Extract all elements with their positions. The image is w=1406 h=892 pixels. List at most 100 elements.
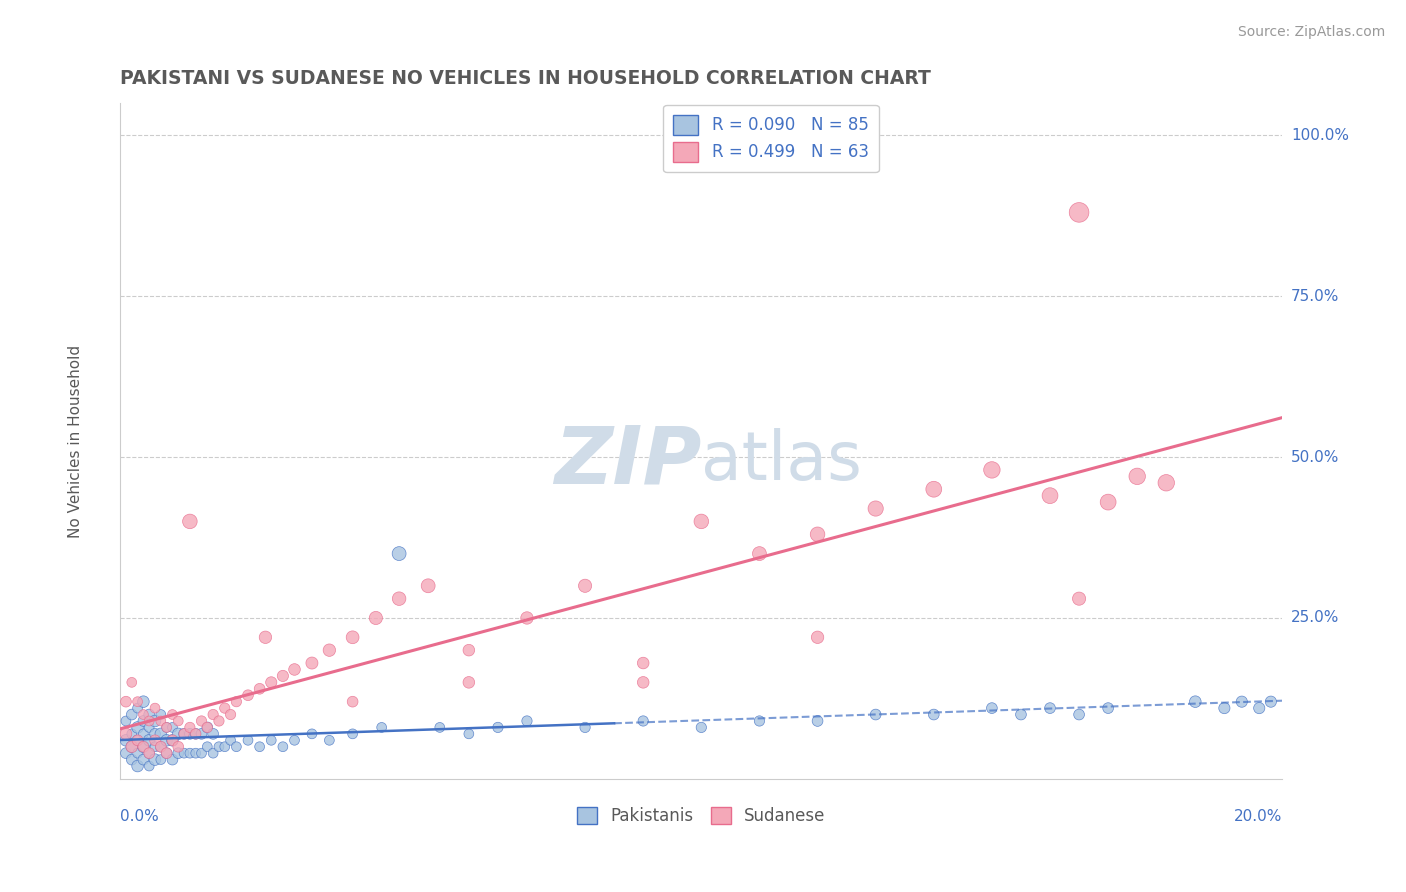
Point [184,727,207,741]
Point [225,695,247,709]
Point [190,746,212,760]
Point [342,695,364,709]
Point [149,739,172,754]
Point [1097,701,1119,715]
Point [132,753,155,767]
Point [132,707,155,722]
Point [1230,695,1253,709]
Point [1067,205,1090,219]
Legend: Pakistanis, Sudanese: Pakistanis, Sudanese [571,800,832,831]
Point [179,720,201,734]
Point [1154,475,1177,490]
Point [149,727,172,741]
Point [318,643,340,657]
Point [574,720,596,734]
Point [1039,489,1062,503]
Point [184,727,207,741]
Text: Source: ZipAtlas.com: Source: ZipAtlas.com [1237,25,1385,39]
Point [167,727,190,741]
Point [127,746,149,760]
Point [748,714,770,728]
Point [127,720,149,734]
Text: 20.0%: 20.0% [1234,809,1282,824]
Point [190,714,212,728]
Point [922,482,945,496]
Point [143,733,166,747]
Text: 50.0%: 50.0% [1291,450,1339,465]
Point [143,701,166,715]
Point [271,739,294,754]
Point [301,727,323,741]
Point [208,739,231,754]
Point [865,501,887,516]
Point [138,733,160,747]
Point [202,727,225,741]
Point [115,695,138,709]
Point [225,739,247,754]
Point [806,527,828,541]
Text: ZIP: ZIP [554,422,702,500]
Point [1249,701,1271,715]
Point [806,630,828,644]
Point [179,746,201,760]
Point [195,720,218,734]
Point [138,746,160,760]
Point [167,746,190,760]
Point [132,714,155,728]
Text: atlas: atlas [702,428,862,494]
Point [219,733,242,747]
Point [922,707,945,722]
Point [690,720,713,734]
Point [173,746,195,760]
Point [115,733,138,747]
Point [127,733,149,747]
Point [127,733,149,747]
Point [418,579,440,593]
Point [748,547,770,561]
Point [1039,701,1062,715]
Point [138,714,160,728]
Point [301,656,323,670]
Point [457,727,479,741]
Point [1184,695,1206,709]
Point [173,727,195,741]
Point [132,727,155,741]
Point [173,727,195,741]
Point [260,675,283,690]
Point [486,720,509,734]
Point [132,695,155,709]
Point [690,515,713,529]
Point [236,688,259,702]
Point [156,720,179,734]
Point [364,611,387,625]
Text: 100.0%: 100.0% [1291,128,1348,143]
Point [143,739,166,754]
Point [516,611,538,625]
Point [115,714,138,728]
Point [1067,591,1090,606]
Point [342,727,364,741]
Point [115,727,138,741]
Point [143,714,166,728]
Point [156,746,179,760]
Point [184,746,207,760]
Point [271,669,294,683]
Point [162,720,184,734]
Point [138,720,160,734]
Point [149,707,172,722]
Point [631,714,654,728]
Point [132,739,155,754]
Point [121,707,143,722]
Point [260,733,283,747]
Point [283,733,305,747]
Point [254,630,277,644]
Point [190,727,212,741]
Text: 75.0%: 75.0% [1291,289,1339,303]
Point [249,739,271,754]
Point [195,720,218,734]
Point [429,720,451,734]
Point [143,753,166,767]
Point [127,695,149,709]
Point [631,656,654,670]
Point [1010,707,1032,722]
